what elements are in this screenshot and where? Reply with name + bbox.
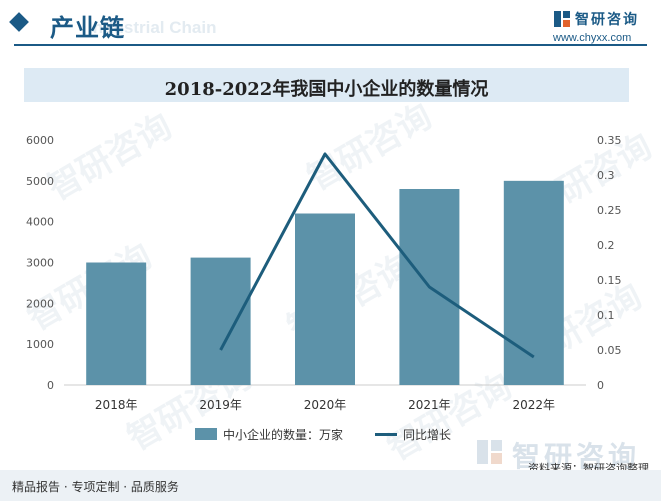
legend-line-label: 同比增长: [403, 428, 452, 442]
x-tick-label: 2018年: [95, 398, 138, 412]
y-right-tick-label: 0.2: [597, 239, 615, 252]
chart-title-band: 2018-2022年我国中小企业的数量情况: [24, 68, 629, 102]
y-right-tick-label: 0.1: [597, 309, 615, 322]
y-right-tick-label: 0.3: [597, 169, 615, 182]
y-right-tick-label: 0.15: [597, 274, 622, 287]
y-right-tick-label: 0.25: [597, 204, 622, 217]
brand-name: 智研咨询: [575, 12, 639, 28]
x-axis: 2018年 2019年 2020年 2021年 2022年: [95, 398, 555, 412]
brand-url: www.chyxx.com: [553, 32, 632, 44]
footer-logo-icon: [477, 440, 502, 464]
legend-bar-swatch: [195, 428, 217, 440]
line-series: [219, 152, 535, 359]
chart-title: 2018-2022年我国中小企业的数量情况: [164, 79, 489, 100]
x-tick-label: 2020年: [304, 398, 347, 412]
chart-area: 0 1000 2000 3000 4000 5000 6000 0 0.05 0.1 0.15 0.…: [26, 134, 622, 412]
brand: 智研咨询 www.chyxx.com: [553, 10, 649, 48]
footer-logo-text: 智研咨询: [512, 440, 641, 473]
y-axis-left: 0 1000 2000 3000 4000 5000 6000: [26, 134, 54, 392]
y-left-tick-label: 5000: [26, 175, 54, 188]
y-axis-right: 0 0.05 0.1 0.15 0.2 0.25 0.3 0.35: [597, 134, 622, 392]
y-left-tick-label: 1000: [26, 338, 54, 351]
header-bar: Industrial Chain 产业链 智研咨询 www.chyxx.com: [0, 0, 661, 52]
header-title: 产业链: [50, 14, 125, 42]
y-right-tick-label: 0.35: [597, 134, 622, 147]
legend-line-swatch: [375, 433, 397, 436]
brand-logo-icon: [554, 11, 570, 27]
y-left-tick-label: 0: [47, 379, 54, 392]
growth-line: [219, 152, 535, 359]
header-subtitle: Industrial Chain: [88, 18, 217, 37]
bar-series: [86, 180, 564, 385]
footer-logo: 智研咨询: [476, 437, 646, 473]
x-tick-label: 2022年: [513, 398, 556, 412]
header-divider: [14, 44, 647, 46]
x-tick-label: 2021年: [408, 398, 451, 412]
legend-bar-label: 中小企业的数量：万家: [223, 428, 344, 442]
footer-bar: 精品报告 · 专项定制 · 品质服务: [0, 470, 661, 501]
bar: [190, 257, 251, 385]
y-right-tick-label: 0: [597, 379, 604, 392]
bar: [295, 213, 355, 385]
bar: [503, 180, 564, 385]
x-tick-label: 2019年: [199, 398, 242, 412]
bar: [86, 262, 147, 385]
y-left-tick-label: 2000: [26, 297, 54, 310]
y-left-tick-label: 3000: [26, 257, 54, 270]
y-right-tick-label: 0.05: [597, 344, 622, 357]
footer-slogan: 精品报告 · 专项定制 · 品质服务: [12, 480, 179, 494]
y-left-tick-label: 4000: [26, 216, 54, 229]
y-left-tick-label: 6000: [26, 134, 54, 147]
